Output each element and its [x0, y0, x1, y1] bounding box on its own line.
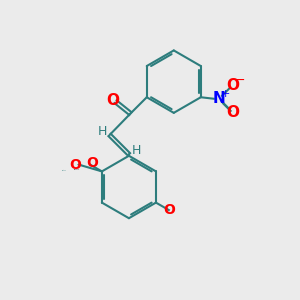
Text: O: O [226, 78, 239, 93]
Text: H: H [132, 144, 141, 157]
Text: methyl: methyl [62, 170, 67, 171]
Text: O: O [106, 93, 119, 108]
Text: O: O [163, 203, 175, 217]
Text: N: N [213, 91, 225, 106]
Text: O: O [70, 158, 81, 172]
Text: O: O [226, 105, 239, 120]
Text: H: H [98, 125, 107, 138]
Text: methoxy: methoxy [77, 164, 83, 165]
Text: methoxy: methoxy [74, 169, 80, 170]
Text: O: O [86, 156, 98, 170]
Text: +: + [220, 89, 230, 99]
Text: −: − [234, 74, 245, 86]
